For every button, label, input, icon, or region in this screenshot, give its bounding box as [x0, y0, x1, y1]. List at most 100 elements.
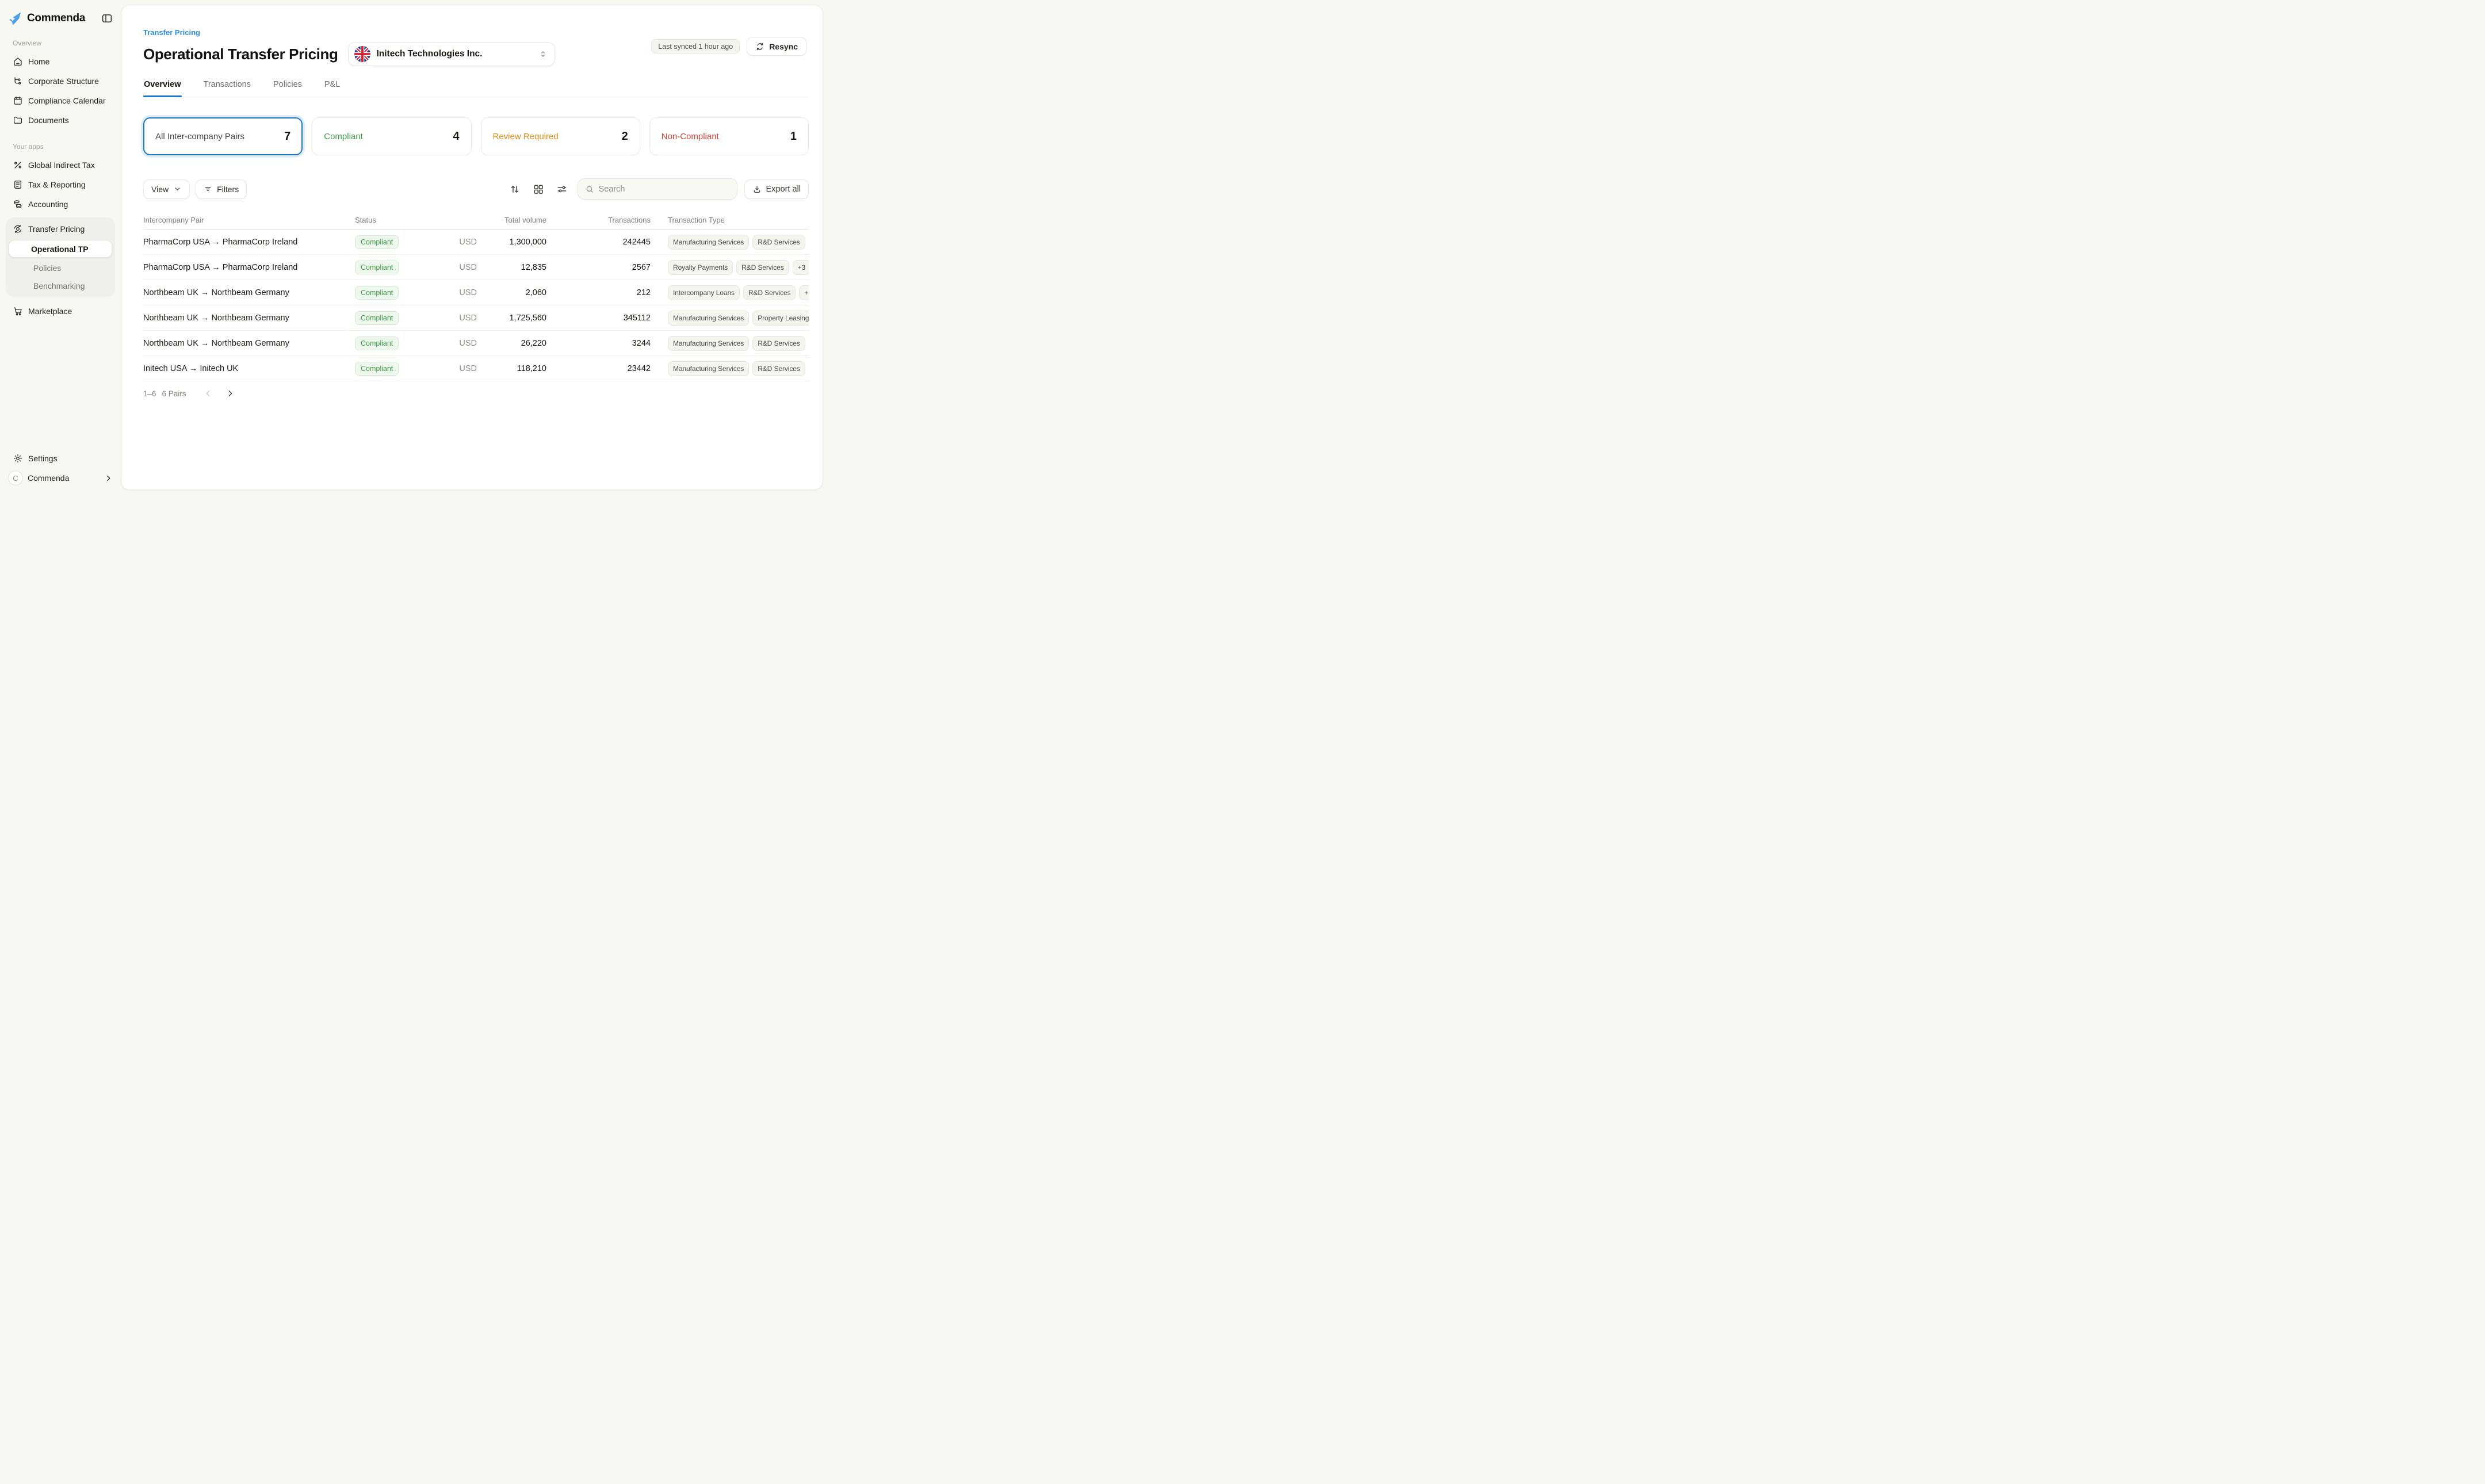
summary-card-label: Non-Compliant [661, 131, 719, 141]
type-badge: R&D Services [743, 285, 796, 300]
sliders-icon[interactable] [556, 183, 568, 195]
type-badge: R&D Services [752, 361, 805, 376]
sidebar-item-documents[interactable]: Documents [0, 110, 121, 130]
sidebar-item-corporate-structure[interactable]: Corporate Structure [0, 71, 121, 91]
total-volume-cell: 118,210 [517, 364, 546, 373]
corporate-structure-icon [13, 76, 23, 86]
table-row[interactable]: Northbeam UK → Northbeam Germany Complian… [143, 331, 809, 356]
currency-cell: USD [459, 262, 477, 272]
sidebar-item-accounting[interactable]: Accounting [0, 194, 121, 214]
type-badge: Property Leasing [752, 310, 809, 326]
currency-cell: USD [459, 313, 477, 323]
table-row[interactable]: Initech USA → Initech UK Compliant USD 118,… [143, 356, 809, 381]
summary-card-all-inter-company-pairs[interactable]: All Inter-company Pairs 7 [143, 117, 303, 155]
type-badge: Manufacturing Services [668, 361, 750, 376]
sidebar-item-marketplace[interactable]: Marketplace [0, 301, 121, 321]
table-row[interactable]: PharmaCorp USA → PharmaCorp Ireland Compl… [143, 230, 809, 255]
brand-name: Commenda [27, 12, 86, 24]
gear-icon [13, 453, 23, 464]
currency-cell: USD [459, 237, 477, 247]
sidebar-item-label: Home [28, 57, 50, 66]
table-row[interactable]: PharmaCorp USA → PharmaCorp Ireland Compl… [143, 255, 809, 280]
nav-section-label: Overview [13, 39, 42, 47]
chevron-left-icon[interactable] [204, 389, 213, 398]
entity-selector[interactable]: Initech Technologies Inc. [348, 42, 556, 66]
pair-cell: PharmaCorp USA → PharmaCorp Ireland [143, 237, 298, 247]
sidebar-item-label: Compliance Calendar [28, 96, 106, 105]
breadcrumb[interactable]: Transfer Pricing [143, 28, 200, 37]
sidebar-item-label: Marketplace [28, 307, 72, 316]
sidebar-nav: Overview Home Corporate Structure Complianc… [0, 26, 121, 321]
summary-card-review-required[interactable]: Review Required 2 [480, 117, 640, 155]
sort-icon[interactable] [509, 183, 521, 195]
column-header: Transactions [608, 216, 651, 224]
chevron-down-icon [173, 185, 182, 193]
type-badge: Royalty Payments [668, 259, 733, 275]
search-box [577, 178, 737, 200]
total-volume-cell: 2,060 [525, 288, 546, 297]
sidebar-item-global-indirect-tax[interactable]: Global Indirect Tax [0, 155, 121, 175]
sidebar-item-label: Tax & Reporting [28, 180, 86, 189]
transactions-cell: 345112 [623, 313, 651, 323]
sidebar-toggle-icon[interactable] [101, 13, 113, 24]
pair-cell: Northbeam UK → Northbeam Germany [143, 288, 289, 297]
summary-card-value: 7 [284, 129, 291, 143]
column-header: Transaction Type [668, 216, 725, 224]
summary-card-value: 2 [621, 129, 628, 143]
tab-policies[interactable]: Policies [273, 80, 302, 89]
tab-transactions[interactable]: Transactions [203, 80, 251, 89]
type-badge: Manufacturing Services [668, 310, 750, 326]
marketplace-icon [13, 306, 23, 316]
sidebar-item-home[interactable]: Home [0, 52, 121, 71]
summary-card-value: 4 [453, 129, 460, 143]
brand-row: Commenda [0, 10, 121, 26]
summary-cards: All Inter-company Pairs 7 Compliant 4 Review… [143, 117, 809, 155]
type-badge: Manufacturing Services [668, 335, 750, 351]
resync-button[interactable]: Resync [747, 37, 806, 56]
sidebar-item-transfer-pricing[interactable]: Transfer Pricing [9, 219, 112, 239]
summary-card-value: 1 [790, 129, 797, 143]
uk-flag-icon [354, 46, 371, 62]
table-body: PharmaCorp USA → PharmaCorp Ireland Compl… [143, 230, 809, 381]
tab-overview[interactable]: Overview [143, 80, 182, 97]
filters-button[interactable]: Filters [196, 179, 247, 199]
view-button[interactable]: View [143, 179, 190, 199]
sidebar-item-compliance-calendar[interactable]: Compliance Calendar [0, 91, 121, 110]
account-row[interactable]: C Commenda [0, 468, 121, 488]
sidebar-subitem-operational-tp[interactable]: Operational TP [9, 240, 112, 258]
summary-card-label: Review Required [492, 131, 559, 141]
column-header: Total volume [504, 216, 546, 224]
transaction-type-cell: Manufacturing Services R&D Services [651, 335, 809, 351]
currency-cell: USD [459, 364, 477, 373]
grid-view-icon[interactable] [533, 183, 544, 195]
summary-card-compliant[interactable]: Compliant 4 [312, 117, 472, 155]
search-input[interactable] [598, 184, 730, 194]
view-label: View [151, 184, 169, 194]
sidebar-item-label: Transfer Pricing [28, 224, 85, 234]
search-icon [585, 185, 594, 194]
compliance-calendar-icon [13, 95, 23, 106]
sidebar-item-settings[interactable]: Settings [0, 449, 121, 468]
pair-cell: PharmaCorp USA → PharmaCorp Ireland [143, 262, 298, 272]
status-badge: Compliant [355, 311, 399, 325]
pairs-table: Intercompany Pair Status Total volume Trans… [143, 211, 809, 381]
status-cell: Compliant [355, 336, 430, 350]
transactions-cell: 212 [636, 288, 651, 297]
export-all-label: Export all [766, 184, 801, 194]
table-row[interactable]: Northbeam UK → Northbeam Germany Complian… [143, 305, 809, 331]
pair-cell: Initech USA → Initech UK [143, 364, 239, 373]
type-badge: R&D Services [752, 335, 805, 351]
pagination: 1–6 6 Pairs [143, 389, 809, 398]
sidebar-subitem-policies[interactable]: Policies [33, 263, 62, 273]
tab-p-l[interactable]: P&L [324, 80, 341, 89]
sidebar-subitem-benchmarking[interactable]: Benchmarking [33, 281, 85, 290]
sidebar-item-tax-reporting[interactable]: Tax & Reporting [0, 175, 121, 194]
type-badge: +3 [792, 259, 809, 275]
summary-card-non-compliant[interactable]: Non-Compliant 1 [649, 117, 809, 155]
chevron-right-icon[interactable] [225, 389, 235, 398]
transactions-cell: 23442 [627, 364, 651, 373]
type-badge: Intercompany Loans [668, 285, 740, 300]
status-badge: Compliant [355, 361, 399, 376]
table-row[interactable]: Northbeam UK → Northbeam Germany Complian… [143, 280, 809, 305]
export-all-button[interactable]: Export all [744, 179, 809, 199]
